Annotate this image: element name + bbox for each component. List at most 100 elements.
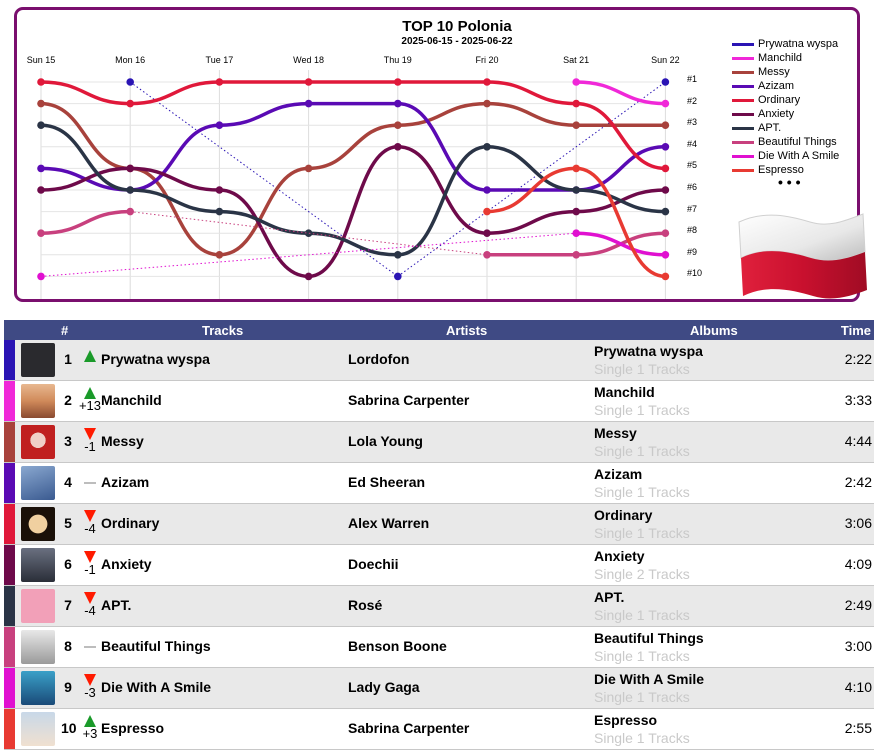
album-info: Single 2 Tracks [594,566,690,582]
row-color-bar [4,545,15,585]
rank-change [78,465,102,484]
artist-name[interactable]: Lordofon [348,351,410,367]
artist-name[interactable]: Rosé [348,597,383,613]
track-title[interactable]: Manchild [101,392,162,408]
artist-name[interactable]: Lady Gaga [348,679,420,695]
legend-label: APT. [758,122,782,134]
series-line [39,101,668,257]
track-title[interactable]: Prywatna wyspa [101,351,210,367]
rank-label: #5 [687,160,698,171]
track-duration: 2:22 [844,351,872,367]
header-time[interactable]: Time [840,322,871,338]
track-title[interactable]: APT. [101,597,132,613]
table-row[interactable]: 9 -3 Die With A Smile Lady Gaga Die With A S… [4,668,874,709]
row-color-bar [4,668,15,708]
series-point [483,186,491,194]
track-title[interactable]: Azizam [101,474,150,490]
track-title[interactable]: Die With A Smile [101,679,212,695]
table-row[interactable]: 1 Prywatna wyspa Lordofon Prywatna wyspa Sin… [4,340,874,381]
legend-item: Messy [732,65,839,79]
rank-delta: +13 [78,398,102,413]
track-title[interactable]: Ordinary [101,515,160,531]
artist-name[interactable]: Alex Warren [348,515,430,531]
row-rank: 8 [64,638,72,654]
artist-name[interactable]: Doechii [348,556,399,572]
track-duration: 4:09 [844,556,872,572]
album-art-image[interactable] [21,630,55,664]
rank-unchanged-icon [84,646,96,648]
track-title[interactable]: Messy [101,433,144,449]
artist-name[interactable]: Ed Sheeran [348,474,426,490]
album-art-image[interactable] [21,507,55,541]
track-duration: 3:06 [844,515,872,531]
table-row[interactable]: 2 +13 Manchild Sabrina Carpenter Manchild Sin… [4,381,874,422]
album-info: Single 1 Tracks [594,607,690,623]
table-row[interactable]: 7 -4 APT. Rosé APT. Single 1 Tracks 2:49 [4,586,874,627]
series-point [215,186,224,194]
series-point [572,186,580,194]
row-color-bar [4,381,15,421]
rank-up-arrow-icon [84,387,96,399]
header-tracks[interactable]: Tracks [202,322,244,338]
rank-label: #8 [687,225,698,236]
table-row[interactable]: 4 Azizam Ed Sheeran Azizam Single 1 Tracks 2:… [4,463,874,504]
rank-change: -1 [78,547,102,577]
album-title[interactable]: APT. [594,589,625,605]
table-header: # Tracks Artists Albums Time [4,320,874,340]
artist-name[interactable]: Lola Young [348,433,423,449]
series-line [574,231,668,257]
rank-change [78,629,102,648]
table-row[interactable]: 3 -1 Messy Lola Young Messy Single 1 Tracks 4:… [4,422,874,463]
row-color-bar [4,504,15,544]
album-art-image[interactable] [21,384,55,418]
series-point [483,229,491,237]
row-rank: 1 [64,351,72,367]
album-art-image[interactable] [21,589,55,623]
legend-item: APT. [732,121,839,135]
series-point [304,78,313,86]
series-point [661,121,670,129]
series-point [661,251,670,259]
artist-name[interactable]: Sabrina Carpenter [348,392,470,408]
album-title[interactable]: Prywatna wyspa [594,343,703,359]
series-point [661,229,670,237]
album-title[interactable]: Messy [594,425,637,441]
series-point [304,229,313,237]
album-art-image[interactable] [21,425,55,459]
row-rank: 10 [61,720,77,736]
row-color-bar [4,586,15,626]
row-color-bar [4,627,15,667]
rank-down-arrow-icon [84,551,96,563]
track-title[interactable]: Anxiety [101,556,152,572]
album-art-image[interactable] [21,671,55,705]
track-duration: 3:00 [844,638,872,654]
album-title[interactable]: Espresso [594,712,658,728]
chart-panel: TOP 10 Polonia 2025-06-15 - 2025-06-22 S… [14,7,867,302]
header-artists[interactable]: Artists [446,322,488,338]
album-info: Single 1 Tracks [594,402,690,418]
album-art-image[interactable] [21,712,55,746]
header-albums[interactable]: Albums [690,322,738,338]
album-title[interactable]: Ordinary [594,507,653,523]
album-info: Single 1 Tracks [594,484,690,500]
table-row[interactable]: 10 +3 Espresso Sabrina Carpenter Espresso Sin… [4,709,874,750]
series-point [126,207,134,216]
legend-label: Anxiety [758,108,795,120]
track-title[interactable]: Beautiful Things [101,638,211,654]
album-title[interactable]: Die With A Smile [594,671,705,687]
artist-name[interactable]: Benson Boone [348,638,447,654]
album-title[interactable]: Beautiful Things [594,630,704,646]
album-title[interactable]: Manchild [594,384,655,400]
album-art-image[interactable] [21,343,55,377]
album-art-image[interactable] [21,466,55,500]
table-row[interactable]: 6 -1 Anxiety Doechii Anxiety Single 2 Tracks 4… [4,545,874,586]
album-title[interactable]: Azizam [594,466,643,482]
rank-change: +13 [78,383,102,413]
album-title[interactable]: Anxiety [594,548,645,564]
series-point [394,143,402,151]
track-title[interactable]: Espresso [101,720,165,736]
table-row[interactable]: 8 Beautiful Things Benson Boone Beautiful T… [4,627,874,668]
album-art-image[interactable] [21,548,55,582]
table-row[interactable]: 5 -4 Ordinary Alex Warren Ordinary Single 1 T… [4,504,874,545]
artist-name[interactable]: Sabrina Carpenter [348,720,470,736]
